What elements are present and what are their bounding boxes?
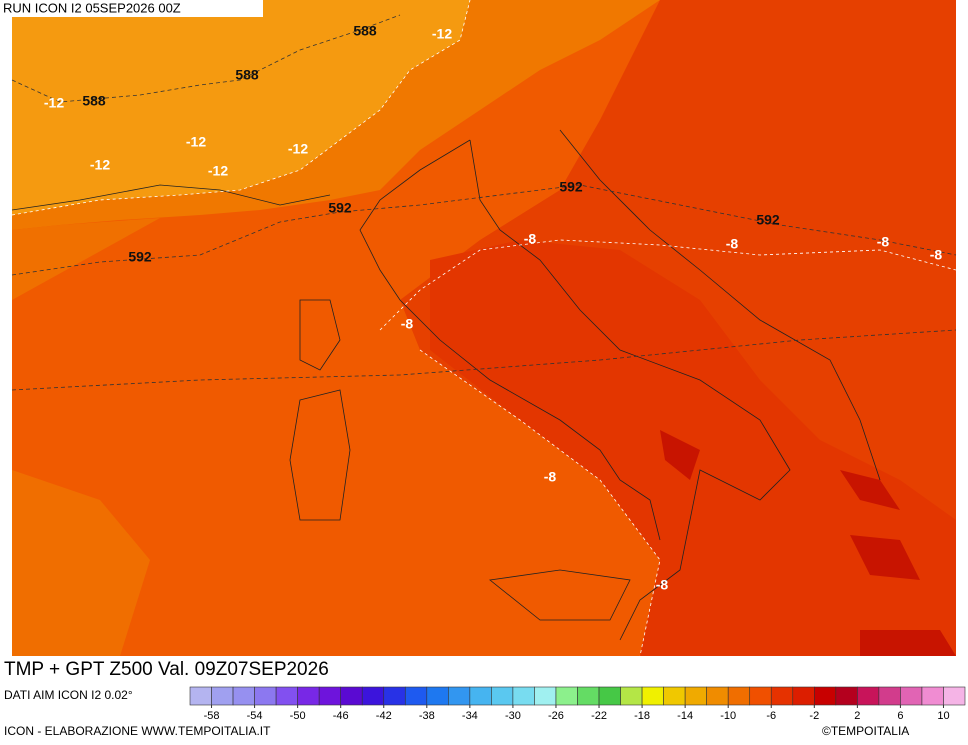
- colorbar-box: [297, 686, 320, 706]
- zone-west: [12, 218, 160, 300]
- colorbar-tick-label: -2: [809, 710, 819, 722]
- colorbar-tick-label: 6: [897, 710, 903, 722]
- colorbar-box: [361, 686, 385, 706]
- colorbar-box: [857, 686, 880, 706]
- zone-sw: [12, 470, 150, 656]
- contour-labels: 588588588592592592592-12-12-12-12-12-12-…: [44, 23, 943, 676]
- colorbar-tick-label: -10: [720, 710, 736, 722]
- temperature-label: -12: [44, 95, 64, 111]
- geopotential-label: 592: [328, 200, 352, 216]
- map: [11, 0, 957, 657]
- colorbar-tick-label: -34: [462, 710, 478, 722]
- colorbar-box: [921, 686, 944, 706]
- temperature-label: -8: [656, 577, 669, 593]
- zone-light-orange: [12, 0, 470, 215]
- copyright-label: ©TEMPOITALIA: [822, 724, 909, 738]
- colorbar-tick-label: -58: [204, 710, 220, 722]
- colorbar-tick-label: -26: [548, 710, 564, 722]
- temperature-contours: [11, 0, 957, 657]
- colorbar-tick-label: -38: [419, 710, 435, 722]
- colorbar-box: [706, 686, 729, 706]
- geopotential-contours: [11, 14, 957, 391]
- colorbar-box: [727, 686, 751, 706]
- temperature-label: -12: [208, 163, 228, 179]
- temperature-label: -12: [288, 141, 308, 157]
- colorbar-box: [318, 686, 341, 706]
- temperature-label: -8: [401, 316, 414, 332]
- zone-dark-red: [660, 430, 956, 656]
- colorbar-tick-label: -22: [591, 710, 607, 722]
- colorbar-box: [684, 686, 707, 706]
- temperature-label: -8: [877, 234, 890, 250]
- colorbar-box: [943, 686, 966, 706]
- temperature-label: -8: [930, 247, 943, 263]
- colorbar-tick-label: -50: [290, 710, 306, 722]
- colorbar-box: [534, 686, 557, 706]
- colorbar-box: [340, 686, 363, 706]
- colorbar-tick-label: -54: [247, 710, 263, 722]
- temperature-label: -12: [186, 134, 206, 150]
- temperature-label: -8: [569, 660, 582, 676]
- coastlines: [11, 129, 881, 641]
- colorbar-tick-label: 10: [937, 710, 949, 722]
- geopotential-label: 592: [756, 212, 780, 228]
- colorbar-box: [469, 686, 492, 706]
- colorbar-tick-label: -6: [766, 710, 776, 722]
- colorbar-box: [491, 686, 514, 706]
- colorbar-tick-label: -42: [376, 710, 392, 722]
- colorbar-box: [404, 686, 428, 706]
- temperature-label: -8: [544, 469, 557, 485]
- colorbar-box: [232, 686, 255, 706]
- run-label: RUN ICON I2 05SEP2026 00Z: [3, 0, 181, 15]
- colorbar-box: [900, 686, 923, 706]
- colorbar-box: [383, 686, 406, 706]
- colorbar-box: [792, 686, 815, 706]
- colorbar-box: [555, 686, 578, 706]
- title-box: [0, 657, 413, 683]
- geopotential-label: 588: [235, 67, 259, 83]
- colorbar-box: [426, 686, 449, 706]
- colorbar-box: [835, 686, 858, 706]
- colorbar-box: [663, 686, 686, 706]
- colorbar-box: [577, 686, 600, 706]
- colorbar-box: [641, 686, 664, 706]
- colorbar-box: [878, 686, 901, 706]
- temperature-label: -8: [524, 231, 537, 247]
- colorbar-tick-label: -46: [333, 710, 349, 722]
- geopotential-label: 592: [559, 179, 583, 195]
- colorbar-box: [770, 686, 794, 706]
- map-title: TMP + GPT Z500 Val. 09Z07SEP2026: [4, 659, 329, 680]
- colorbar: -58 -54 -50 -46 -42 -38 -34 -30 -26 -22 -18 -14 -10-…: [189, 686, 966, 722]
- credit-label: ICON - ELABORAZIONE WWW.TEMPOITALIA.IT: [4, 724, 271, 738]
- colorbar-box: [512, 686, 535, 706]
- colorbar-tick-label: 2: [854, 710, 860, 722]
- colorbar-tick-label: -14: [677, 710, 693, 722]
- colorbar-box: [275, 686, 298, 706]
- geopotential-label: 592: [128, 249, 152, 265]
- colorbar-box: [814, 686, 837, 706]
- temperature-label: -12: [90, 157, 110, 173]
- colorbar-box: [211, 686, 234, 706]
- colorbar-box: [620, 686, 643, 706]
- temperature-label: -8: [726, 236, 739, 252]
- geopotential-label: 588: [82, 93, 106, 109]
- source-label: DATI AIM ICON I2 0.02°: [4, 688, 133, 702]
- colorbar-box: [254, 686, 277, 706]
- colorbar-box: [598, 686, 621, 706]
- temperature-label: -12: [432, 26, 452, 42]
- colorbar-box: [448, 686, 471, 706]
- colorbar-tick-label: -30: [505, 710, 521, 722]
- colorbar-box: [189, 686, 212, 706]
- run-box: [0, 0, 263, 17]
- geopotential-label: 588: [353, 23, 377, 39]
- colorbar-tick-label: -18: [634, 710, 650, 722]
- colorbar-box: [749, 686, 772, 706]
